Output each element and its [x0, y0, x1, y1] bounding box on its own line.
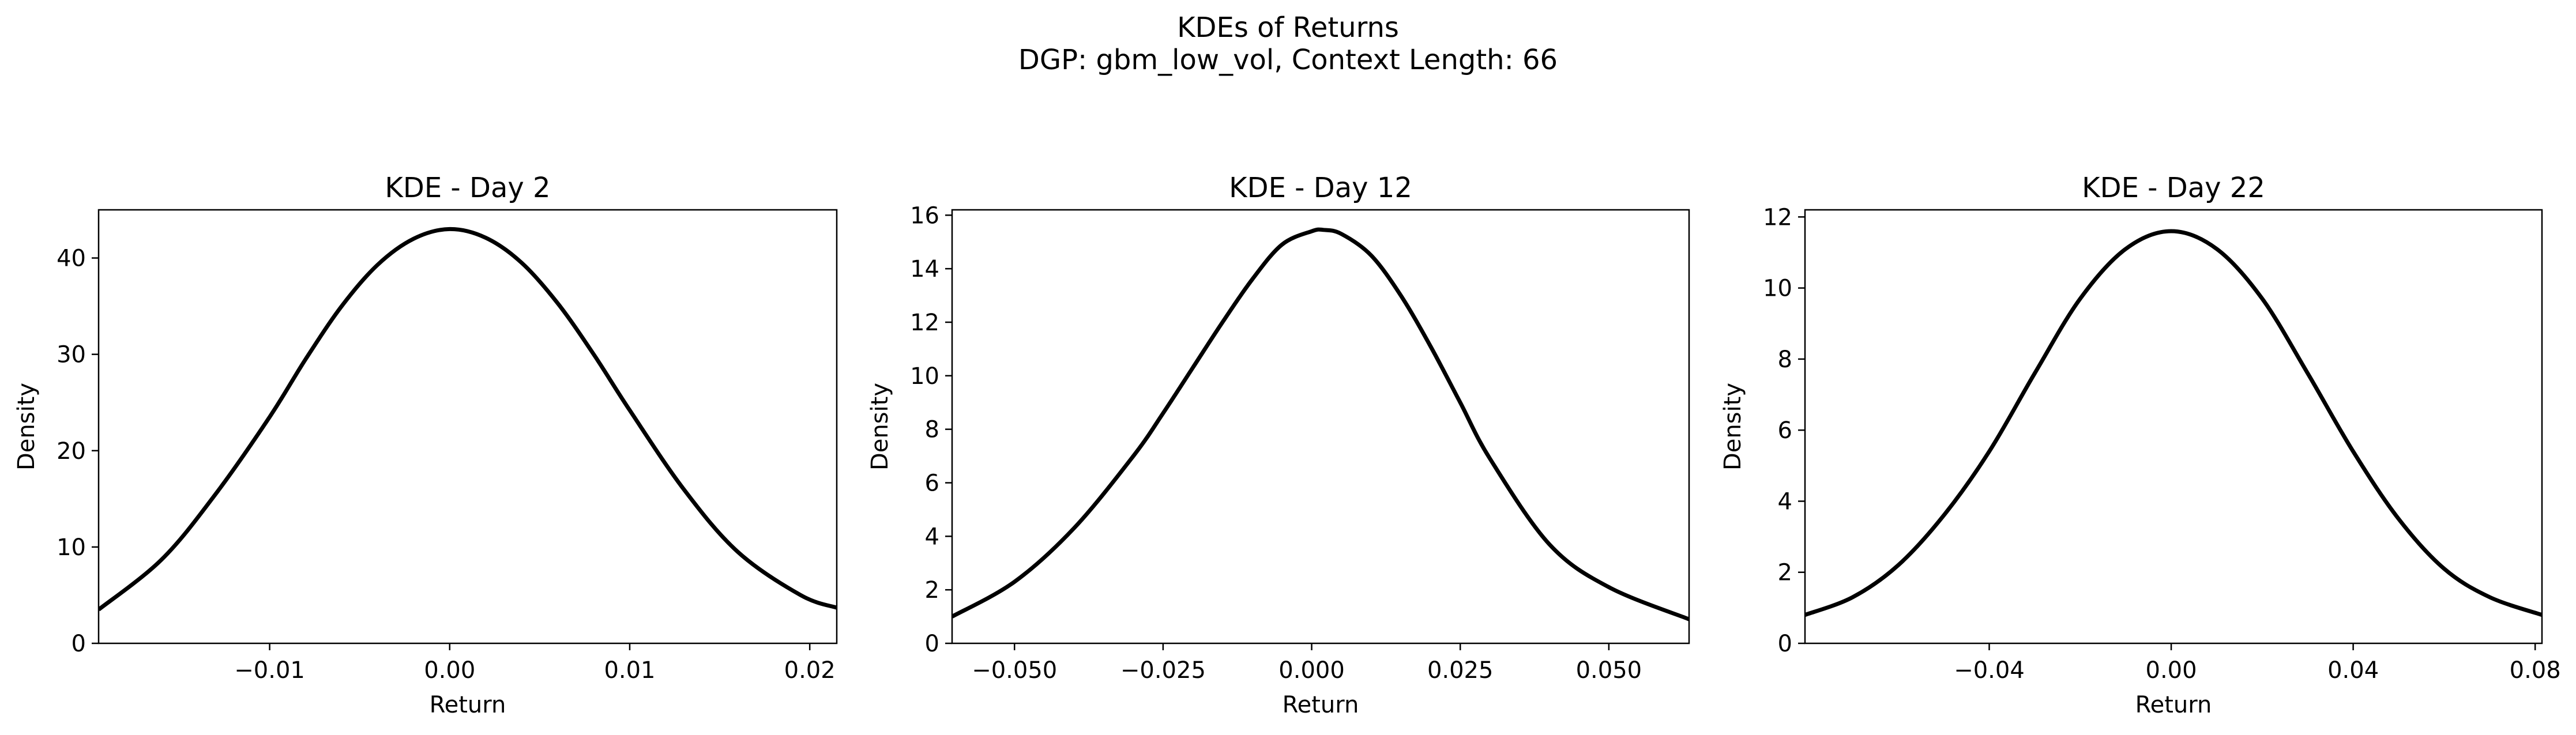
- subplot-3: −0.04 0.00 0.04 0.08 0 2 4 6 8 10 12 KDE - Day 22 Re…: [1720, 172, 2561, 718]
- y-tick-label: 10: [57, 534, 86, 561]
- y-tick-label: 12: [910, 310, 939, 336]
- figure-title: KDEs of Returns DGP: gbm_low_vol, Contex…: [0, 12, 2576, 76]
- axes-frame: [1804, 209, 2543, 644]
- y-tick-label: 10: [910, 363, 939, 390]
- y-tick-label: 40: [57, 246, 86, 272]
- x-tick-label: 0.000: [1278, 657, 1345, 684]
- y-tick-label: 4: [1778, 488, 1792, 515]
- y-tick-label: 0: [1778, 631, 1792, 657]
- x-tick-label: 0.00: [2146, 657, 2197, 684]
- y-tick-label: 2: [925, 577, 939, 604]
- y-tick-label: 12: [1763, 204, 1792, 231]
- y-axis-label: Density: [1720, 383, 1746, 470]
- x-axis-label: Return: [1283, 692, 1359, 718]
- x-tick-label: 0.01: [604, 657, 655, 684]
- y-tick-label: 2: [1778, 560, 1792, 586]
- x-tick-label: 0.02: [784, 657, 836, 684]
- x-axis-label: Return: [430, 692, 506, 718]
- y-tick-label: 10: [1763, 276, 1792, 302]
- x-tick-label: −0.050: [972, 657, 1057, 684]
- axes-frame: [951, 209, 1690, 644]
- subplot-title: KDE - Day 2: [385, 172, 550, 204]
- x-axis-label: Return: [2135, 692, 2212, 718]
- x-tick-label: −0.01: [234, 657, 305, 684]
- kde-line: [1805, 229, 2542, 617]
- kde-line: [952, 227, 1689, 621]
- x-tick-label: 0.04: [2327, 657, 2379, 684]
- x-tick-label: −0.04: [1954, 657, 2025, 684]
- y-tick-label: 0: [72, 631, 86, 657]
- subplot-2: −0.050 −0.025 0.000 0.025 0.050 0 2 4 6 8 10 12 14 16…: [867, 172, 1690, 718]
- figure-title-line-2: DGP: gbm_low_vol, Context Length: 66: [1018, 44, 1558, 76]
- subplot-title: KDE - Day 22: [2082, 172, 2265, 204]
- subplot-title: KDE - Day 12: [1229, 172, 1412, 204]
- x-tick-label: 0.00: [424, 657, 475, 684]
- y-tick-label: 6: [1778, 417, 1792, 444]
- y-tick-label: 8: [925, 417, 939, 443]
- y-tick-label: 14: [910, 256, 939, 282]
- x-tick-label: 0.050: [1576, 657, 1642, 684]
- x-tick-label: 0.025: [1427, 657, 1494, 684]
- figure-title-line-1: KDEs of Returns: [1177, 12, 1399, 44]
- y-tick-label: 6: [925, 470, 939, 496]
- y-tick-label: 20: [57, 438, 86, 465]
- subplot-1: −0.01 0.00 0.01 0.02 0 10 20 30 40 KDE - Day 2 Ret…: [13, 172, 838, 718]
- x-tick-label: −0.025: [1120, 657, 1206, 684]
- y-tick-label: 4: [925, 523, 939, 550]
- y-tick-label: 16: [910, 202, 939, 229]
- y-tick-label: 0: [925, 631, 939, 657]
- kde-line: [99, 227, 837, 612]
- x-tick-label: 0.08: [2510, 657, 2561, 684]
- y-axis-label: Density: [13, 383, 40, 470]
- y-tick-label: 8: [1778, 346, 1792, 373]
- y-axis-label: Density: [867, 383, 893, 470]
- axes-frame: [97, 209, 838, 644]
- y-tick-label: 30: [57, 342, 86, 368]
